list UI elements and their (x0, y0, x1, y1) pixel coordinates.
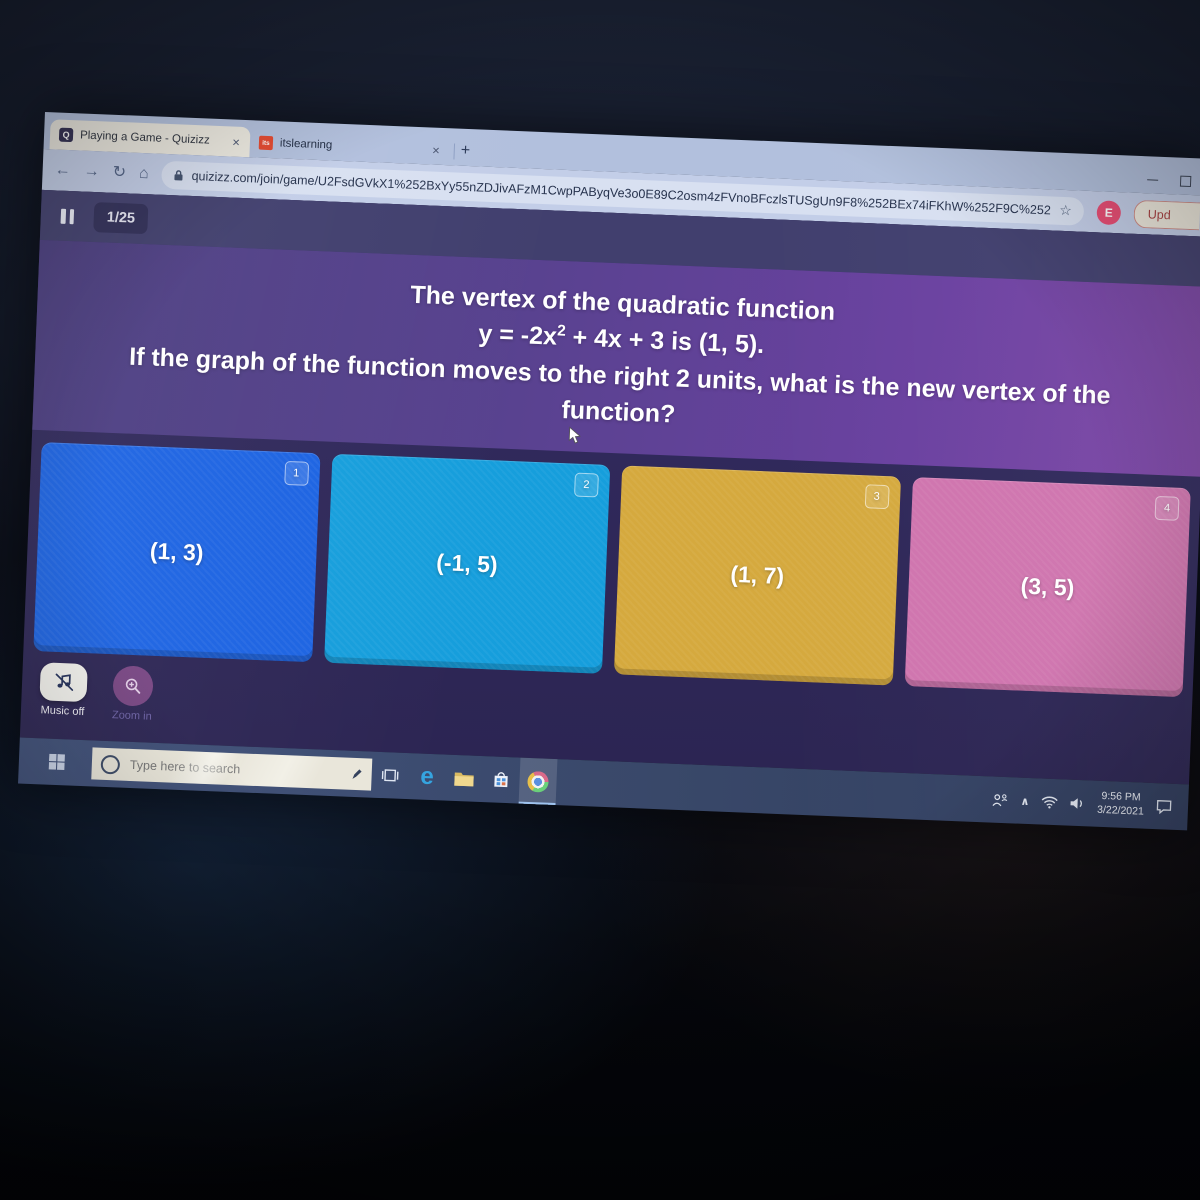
windows-logo-icon (48, 753, 65, 770)
answer-option-2[interactable]: 2 (-1, 5) (323, 453, 611, 674)
question-progress-badge: 1/25 (93, 202, 149, 235)
answer-label: (-1, 5) (435, 549, 499, 578)
close-tab-icon[interactable]: × (431, 142, 441, 158)
edge-taskbar-button[interactable]: e (408, 753, 447, 800)
action-center-icon[interactable] (1156, 799, 1173, 815)
bookmark-star-icon[interactable]: ☆ (1059, 201, 1073, 219)
restore-window-icon[interactable] (1179, 175, 1192, 188)
answer-option-4[interactable]: 4 (3, 5) (904, 477, 1191, 698)
home-icon[interactable]: ⌂ (138, 164, 150, 182)
quizizz-favicon-icon: Q (58, 127, 74, 143)
tab-title: itslearning (279, 137, 333, 152)
speaker-icon[interactable] (1070, 796, 1086, 810)
chrome-taskbar-button[interactable] (518, 757, 558, 806)
pen-icon[interactable] (350, 768, 362, 780)
answer-label: (1, 3) (149, 537, 205, 566)
task-view-button[interactable] (371, 752, 410, 799)
answer-number-badge: 1 (283, 460, 309, 486)
folder-icon (454, 771, 474, 786)
mouse-cursor-icon (568, 419, 583, 455)
file-explorer-button[interactable] (445, 755, 484, 802)
people-icon[interactable] (992, 793, 1009, 807)
quizizz-game-area: 1/25 The vertex of the quadratic functio… (19, 189, 1200, 785)
chrome-update-button[interactable]: Upd (1133, 199, 1200, 230)
answer-number-badge: 3 (864, 484, 890, 510)
taskbar-search[interactable] (91, 747, 373, 791)
lock-icon (174, 169, 183, 181)
forward-icon[interactable]: → (83, 162, 101, 180)
answer-option-1[interactable]: 1 (1, 3) (33, 442, 321, 663)
magnifier-plus-icon (125, 678, 141, 694)
window-controls (1147, 174, 1200, 195)
windows-taskbar: e (18, 737, 1189, 831)
answer-option-3[interactable]: 3 (1, 7) (613, 465, 901, 686)
start-button[interactable] (28, 738, 85, 786)
music-off-button[interactable] (39, 662, 88, 703)
clock-date: 3/22/2021 (1096, 803, 1145, 818)
microsoft-store-button[interactable] (482, 756, 521, 803)
tab-title: Playing a Game - Quizizz (79, 129, 210, 147)
new-tab-button[interactable]: + (460, 141, 471, 160)
cortana-icon (100, 754, 121, 775)
answer-number-badge: 4 (1154, 495, 1180, 521)
zoom-control[interactable]: Zoom in (112, 665, 154, 723)
zoom-in-button[interactable] (112, 665, 154, 707)
answer-label: (3, 5) (1020, 572, 1075, 601)
zoom-in-label: Zoom in (111, 709, 152, 723)
tab-divider (453, 143, 456, 160)
question-panel: The vertex of the quadratic function y =… (32, 239, 1200, 477)
music-toggle[interactable]: Music off (39, 662, 88, 718)
itslearning-favicon-icon: its (258, 135, 274, 151)
reload-icon[interactable]: ↻ (112, 163, 127, 181)
task-view-icon (381, 769, 399, 782)
wifi-icon[interactable] (1041, 795, 1059, 809)
back-icon[interactable]: ← (54, 160, 72, 179)
store-bag-icon (494, 771, 508, 787)
close-tab-icon[interactable]: × (232, 134, 241, 150)
answer-number-badge: 2 (573, 472, 599, 498)
game-controls-row: Music off Zoom in (20, 655, 1192, 785)
music-muted-icon (55, 673, 73, 691)
profile-avatar[interactable]: E (1096, 199, 1122, 225)
edge-icon: e (419, 762, 435, 791)
pause-button[interactable] (56, 204, 78, 228)
system-tray: ∧ 9:56 PM 3/22/2021 (992, 786, 1183, 821)
minimize-window-icon[interactable] (1147, 179, 1159, 181)
search-input[interactable] (127, 756, 344, 782)
monitor-screen: Q Playing a Game - Quizizz × its itslear… (18, 112, 1200, 831)
taskbar-clock[interactable]: 9:56 PM 3/22/2021 (1097, 790, 1145, 819)
address-bar[interactable]: quizizz.com/join/game/U2FsdGVkX1%252BxYy… (161, 160, 1085, 226)
browser-toolbar: ← → ↻ ⌂ quizizz.com/join/game/U2FsdGVkX1… (41, 148, 1200, 237)
chrome-icon (527, 770, 549, 793)
show-hidden-icons-chevron[interactable]: ∧ (1020, 795, 1030, 808)
music-off-label: Music off (40, 704, 85, 719)
answer-label: (1, 7) (729, 560, 785, 590)
